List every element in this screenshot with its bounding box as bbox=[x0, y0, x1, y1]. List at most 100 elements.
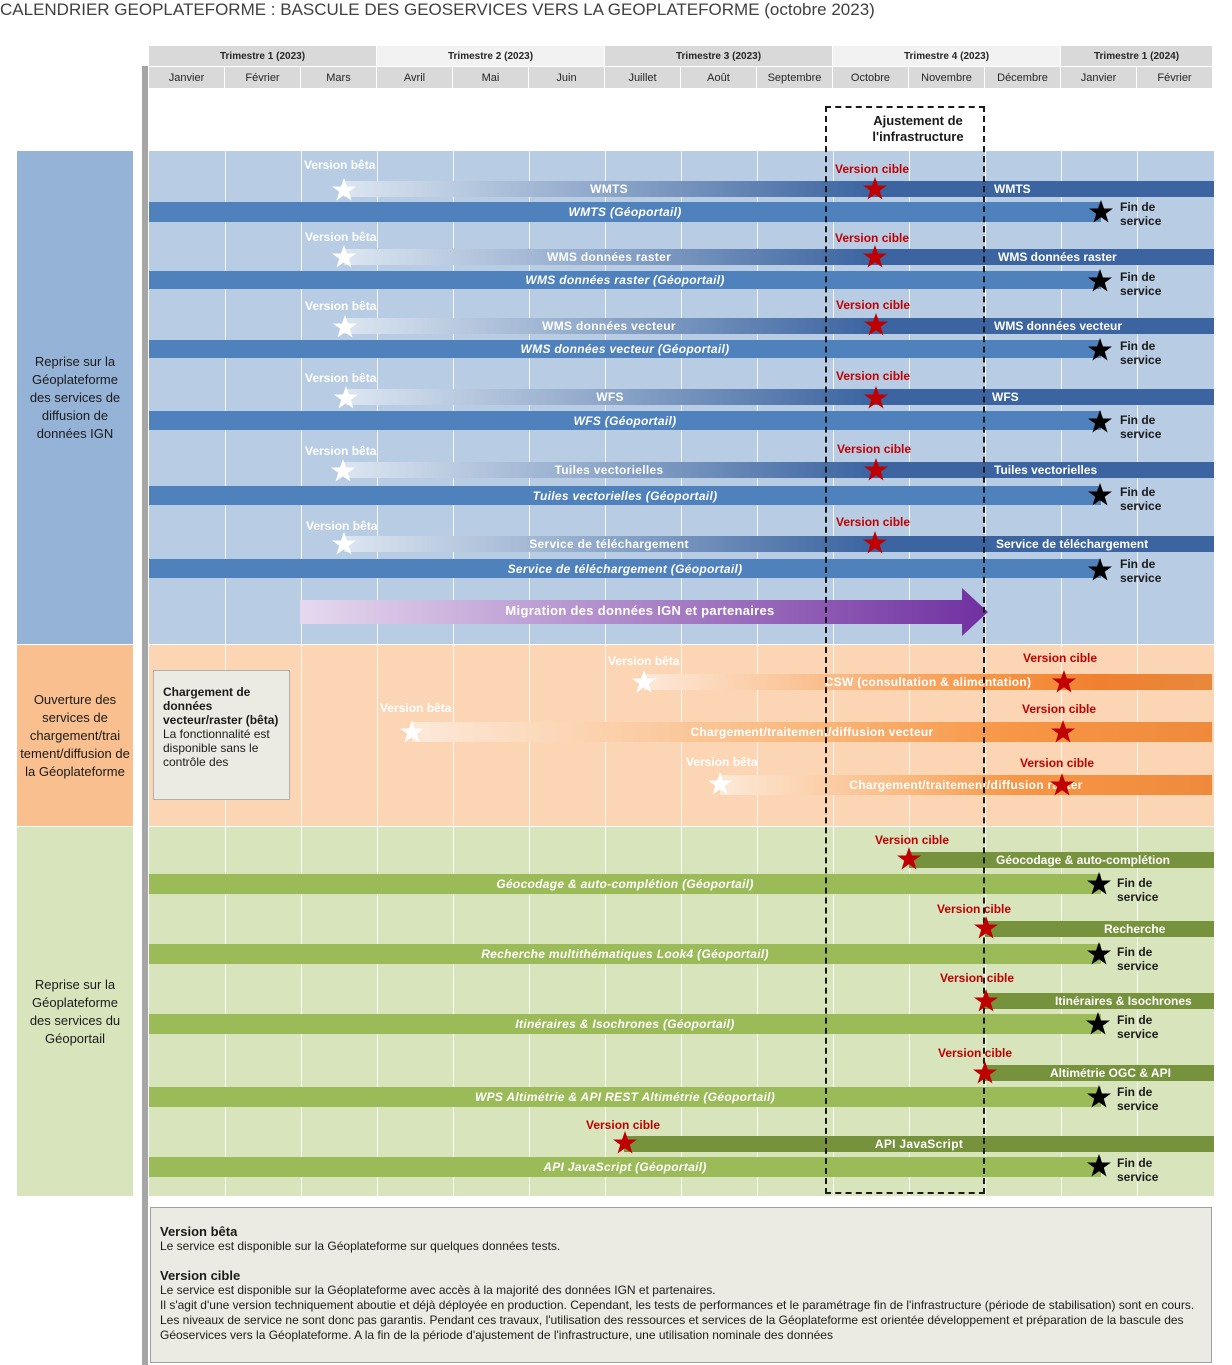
bar-label: Altimétrie OGC & API bbox=[1050, 1066, 1171, 1080]
bar-wms-vecteur: WMS données vecteur bbox=[874, 318, 1214, 334]
fin-label-1: Fin de bbox=[1117, 1013, 1153, 1027]
adjustment-period-box bbox=[825, 106, 985, 1194]
bar-apijs-geoportail: API JavaScript (Géoportail) bbox=[149, 1157, 1101, 1177]
cible-star-icon bbox=[974, 916, 998, 939]
bar-csw: CSW (consultation & alimentation) bbox=[644, 674, 1212, 690]
beta-star-icon bbox=[334, 386, 358, 409]
month-header: Janvier bbox=[1061, 67, 1137, 88]
note-box: Chargement de données vecteur/raster (bê… bbox=[153, 670, 290, 800]
grid-line bbox=[681, 88, 682, 1196]
cible-label: Version cible bbox=[938, 1046, 1013, 1060]
legend-beta-title: Version bêta bbox=[160, 1224, 238, 1239]
migration-label: Migration des données IGN et partenaires bbox=[505, 602, 775, 618]
fin-label-1: Fin de bbox=[1117, 1085, 1153, 1099]
cible-star-icon bbox=[864, 458, 888, 481]
bar-apijs: API JavaScript bbox=[624, 1136, 1214, 1152]
cible-star-icon bbox=[1050, 773, 1074, 796]
fin-label-2: service bbox=[1117, 1027, 1159, 1041]
fin-service-label: Fin de service bbox=[1120, 485, 1161, 513]
beta-star-icon bbox=[333, 315, 357, 338]
beta-label: Version bêta bbox=[305, 444, 377, 458]
beta-star-icon bbox=[400, 720, 424, 743]
section-label-ign: Reprise sur la Géoplateforme des service… bbox=[17, 151, 133, 644]
cible-label: Version cible bbox=[837, 442, 912, 456]
quarter-header: Trimestre 3 (2023) bbox=[605, 46, 833, 66]
note-title: Chargement de données vecteur/raster (bê… bbox=[163, 685, 279, 727]
fin-label-2: service bbox=[1120, 284, 1162, 298]
beta-label: Version bêta bbox=[686, 755, 758, 769]
cible-label: Version cible bbox=[835, 231, 910, 245]
bar-label: Service de téléchargement bbox=[996, 537, 1149, 551]
fin-label-2: service bbox=[1120, 427, 1162, 441]
fin-service-label: Fin de service bbox=[1117, 945, 1158, 973]
bar-itineraires: Itinéraires & Isochrones bbox=[985, 993, 1214, 1009]
cible-star-icon bbox=[863, 177, 887, 200]
cible-label: Version cible bbox=[1020, 756, 1095, 770]
beta-star-icon bbox=[331, 459, 355, 482]
fin-service-label: Fin de service bbox=[1117, 1013, 1158, 1041]
grid-line bbox=[833, 88, 834, 1196]
bar-recherche-geoportail: Recherche multithématiques Look4 (Géopor… bbox=[149, 944, 1101, 964]
bar-wmts-geoportail: WMTS (Géoportail) bbox=[149, 202, 1101, 222]
cible-label: Version cible bbox=[835, 162, 910, 176]
month-header: Septembre bbox=[757, 67, 833, 88]
cible-star-icon bbox=[863, 245, 887, 268]
quarter-header: Trimestre 1 (2024) bbox=[1061, 46, 1213, 66]
fin-label-2: service bbox=[1120, 353, 1162, 367]
end-star-icon bbox=[1088, 410, 1112, 433]
cible-star-icon bbox=[897, 847, 921, 870]
cible-label: Version cible bbox=[1022, 702, 1097, 716]
cible-star-icon bbox=[973, 1061, 997, 1084]
fin-label-2: service bbox=[1120, 214, 1162, 228]
end-star-icon bbox=[1086, 1012, 1110, 1035]
grid-line bbox=[529, 88, 530, 1196]
bar-label: WMTS bbox=[994, 182, 1031, 196]
month-header: Décembre bbox=[985, 67, 1061, 88]
fin-service-label: Fin de service bbox=[1120, 339, 1161, 367]
end-star-icon bbox=[1087, 872, 1111, 895]
beta-label: Version bêta bbox=[304, 158, 376, 172]
fin-label-1: Fin de bbox=[1117, 945, 1153, 959]
section-label-geoportail: Reprise sur la Géoplateforme des service… bbox=[17, 827, 133, 1196]
fin-label-2: service bbox=[1120, 571, 1162, 585]
bar-tuiles: Tuiles vectorielles bbox=[874, 462, 1214, 478]
month-header: Avril bbox=[377, 67, 453, 88]
grid-line bbox=[453, 88, 454, 1196]
cible-label: Version cible bbox=[836, 298, 911, 312]
fin-service-label: Fin de service bbox=[1117, 1156, 1158, 1184]
bar-altimetrie-geoportail: WPS Altimétrie & API REST Altimétrie (Gé… bbox=[149, 1087, 1101, 1107]
cible-label: Version cible bbox=[940, 971, 1015, 985]
beta-label: Version bêta bbox=[305, 299, 377, 313]
end-star-icon bbox=[1088, 338, 1112, 361]
fin-label-2: service bbox=[1120, 499, 1162, 513]
note-text: La fonctionnalité est disponible sans le… bbox=[163, 727, 270, 769]
month-header: Novembre bbox=[909, 67, 985, 88]
quarter-header: Trimestre 4 (2023) bbox=[833, 46, 1061, 66]
legend-cible-title: Version cible bbox=[160, 1268, 241, 1283]
fin-label-2: service bbox=[1117, 1170, 1159, 1184]
month-header: Mars bbox=[301, 67, 377, 88]
fin-label-1: Fin de bbox=[1120, 413, 1156, 427]
cible-star-icon bbox=[1051, 720, 1075, 743]
fin-label-2: service bbox=[1117, 959, 1159, 973]
grid-line bbox=[301, 88, 302, 1196]
bar-label: Tuiles vectorielles bbox=[994, 463, 1098, 477]
bar-recherche: Recherche bbox=[985, 921, 1214, 937]
grid-line bbox=[605, 88, 606, 1196]
bar-telechargement: Service de téléchargement bbox=[874, 536, 1214, 552]
cible-label: Version cible bbox=[937, 902, 1012, 916]
bar-wms-raster-transition: WMS données raster bbox=[344, 249, 874, 265]
page-title: CALENDRIER GEOPLATEFORME : BASCULE DES G… bbox=[0, 0, 875, 19]
legend-box: Version bêta Le service est disponible s… bbox=[150, 1207, 1212, 1363]
cible-star-icon bbox=[864, 386, 888, 409]
fin-label-1: Fin de bbox=[1120, 557, 1156, 571]
bar-wfs-transition: WFS bbox=[346, 389, 874, 405]
bar-label: Géocodage & auto-complétion bbox=[996, 853, 1171, 867]
bar-chargement-vecteur: Chargement/traitement/diffusion vecteur bbox=[412, 722, 1212, 742]
beta-star-icon bbox=[632, 670, 656, 693]
month-header: Janvier bbox=[149, 67, 225, 88]
month-header: Février bbox=[1137, 67, 1213, 88]
cible-star-icon bbox=[864, 313, 888, 336]
bar-label: WMS données vecteur bbox=[994, 319, 1123, 333]
fin-service-label: Fin de service bbox=[1120, 270, 1161, 298]
